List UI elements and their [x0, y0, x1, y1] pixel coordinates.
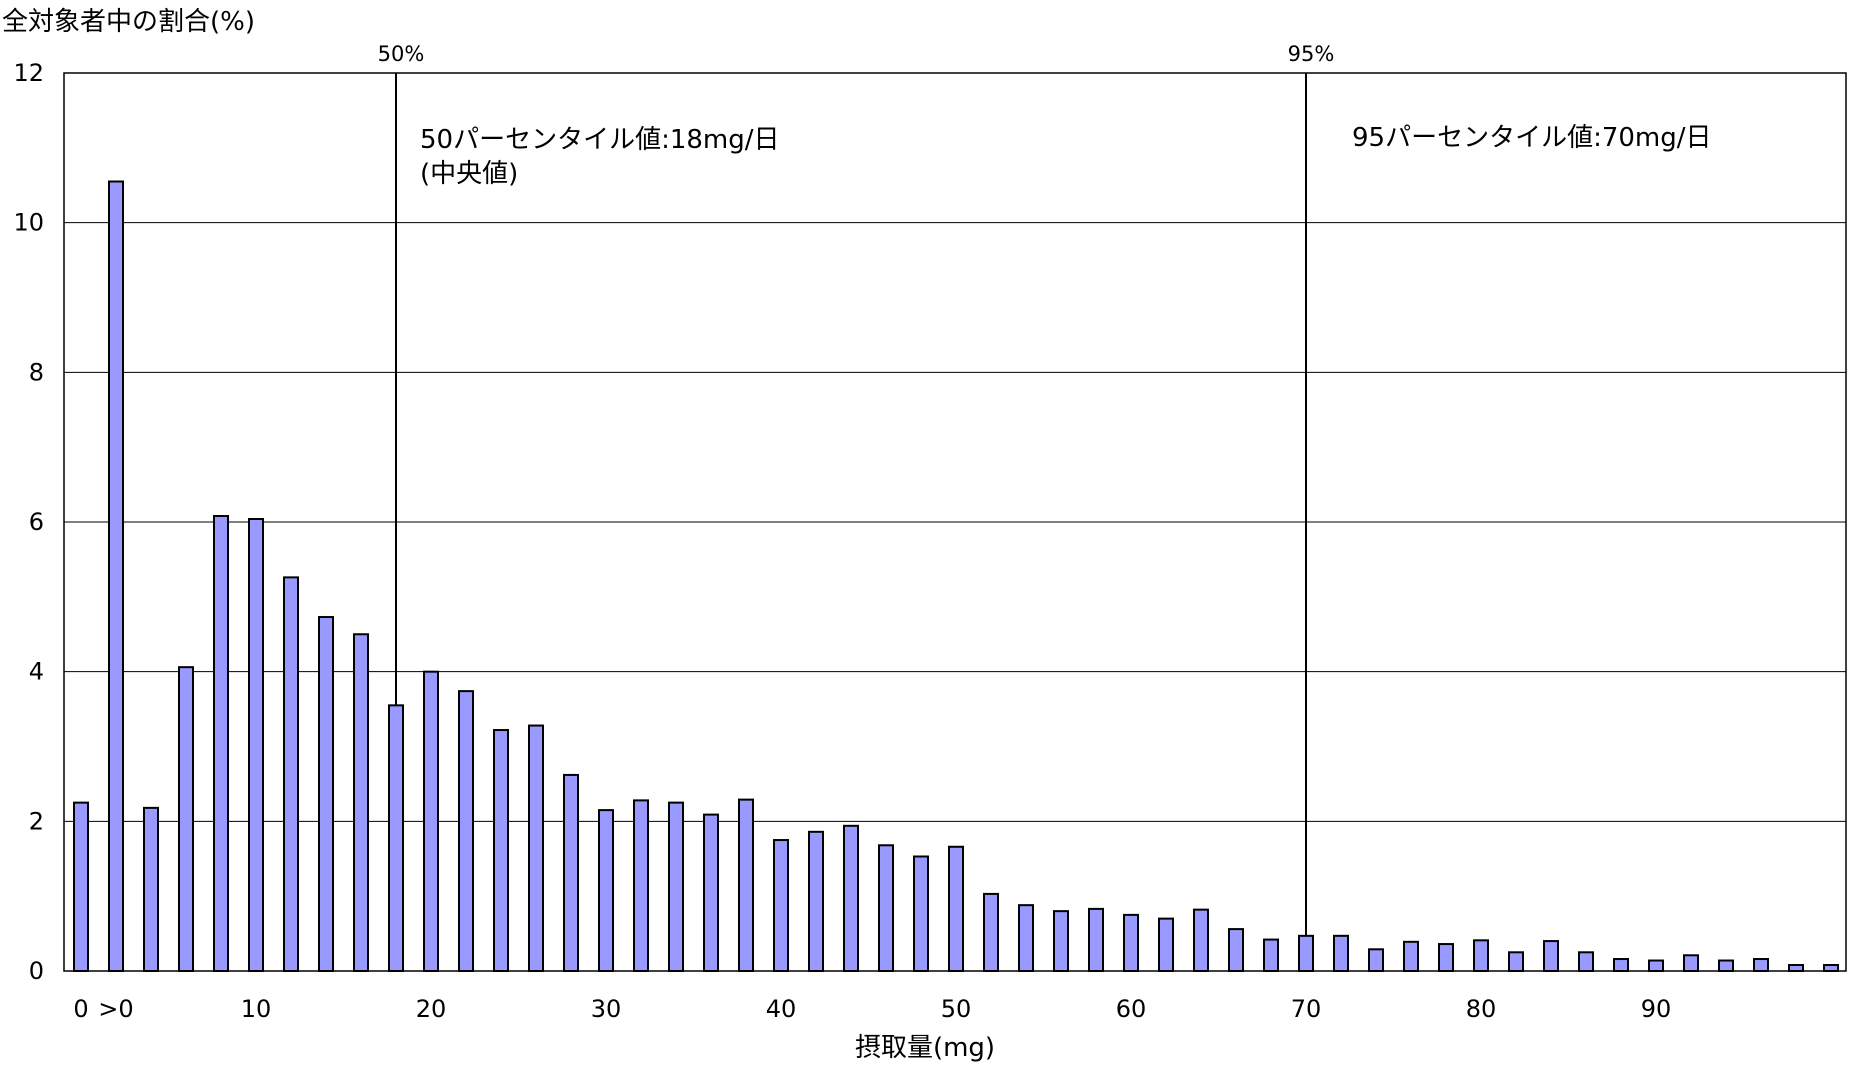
bar->0	[108, 180, 124, 972]
bar-28	[563, 773, 579, 972]
bar-54	[1018, 904, 1034, 972]
plot-frame	[63, 72, 1847, 972]
bar-78	[1438, 943, 1454, 972]
reference-annotation-1-line-1: 50パーセンタイル値:18mg/日	[420, 125, 780, 155]
x-tick-label-60: 60	[1116, 995, 1147, 1023]
x-tick-label-30: 30	[591, 995, 622, 1023]
reference-top-label-2: 95%	[1288, 42, 1335, 66]
y-tick-labels: 0 2 4 6 8 10 12	[13, 59, 44, 985]
y-tick-label-2: 2	[29, 807, 44, 835]
bar-50	[948, 845, 964, 973]
bar-100	[1823, 964, 1839, 972]
bar-0	[73, 801, 89, 972]
bar-32	[633, 799, 649, 972]
bar-88	[1613, 958, 1629, 973]
bar-18	[388, 704, 404, 972]
x-tick-label-10: 10	[241, 995, 272, 1023]
bar-96	[1753, 958, 1769, 973]
bar-92	[1683, 954, 1699, 972]
x-axis-title: 摂取量(mg)	[855, 1033, 995, 1063]
bar-82	[1508, 951, 1524, 973]
bar-74	[1368, 948, 1384, 973]
bar-24	[493, 729, 509, 973]
x-tick-label-90: 90	[1641, 995, 1672, 1023]
bar-52	[983, 892, 999, 973]
bar-40	[773, 839, 789, 973]
bar-80	[1473, 939, 1489, 973]
bar-26	[528, 724, 544, 973]
bar-66	[1228, 928, 1244, 972]
bar-70	[1298, 934, 1314, 972]
bar-68	[1263, 938, 1279, 973]
bar-58	[1088, 907, 1104, 972]
bar-56	[1053, 910, 1069, 973]
x-tick-label-20: 20	[416, 995, 447, 1023]
reference-annotation-2-line-1: 95パーセンタイル値:70mg/日	[1352, 123, 1712, 153]
x-tick-label-40: 40	[766, 995, 797, 1023]
bar-64	[1193, 908, 1209, 972]
bar-90	[1648, 959, 1664, 972]
bar-34	[668, 801, 684, 972]
bar-10	[248, 518, 264, 972]
bar-42	[808, 830, 824, 972]
bar-30	[598, 809, 614, 972]
bar-20	[423, 670, 439, 973]
bar-76	[1403, 940, 1419, 973]
x-tick-label-80: 80	[1466, 995, 1497, 1023]
bar-94	[1718, 959, 1734, 972]
x-tick-label-gt0: >0	[98, 995, 133, 1023]
bar-84	[1543, 940, 1559, 972]
x-tick-label-50: 50	[941, 995, 972, 1023]
bar-48	[913, 855, 929, 973]
bar-4	[143, 806, 159, 973]
bars	[73, 180, 1839, 973]
x-tick-labels: 0 >0 10 20 30 40 50 60 70 80 90	[73, 995, 1671, 1023]
bar-36	[703, 813, 719, 972]
bar-14	[318, 616, 334, 972]
y-tick-label-4: 4	[29, 658, 44, 686]
bar-22	[458, 690, 474, 973]
bar-98	[1788, 964, 1804, 972]
y-tick-label-0: 0	[29, 957, 44, 985]
bar-44	[843, 824, 859, 972]
bar-72	[1333, 934, 1349, 972]
y-tick-label-10: 10	[13, 209, 44, 237]
bar-46	[878, 844, 894, 973]
y-tick-label-12: 12	[13, 59, 44, 87]
reference-top-label-1: 50%	[378, 42, 425, 66]
bar-16	[353, 633, 369, 972]
y-tick-label-8: 8	[29, 358, 44, 386]
bar-62	[1158, 917, 1174, 972]
y-axis-title: 全対象者中の割合(%)	[2, 7, 255, 37]
y-tick-label-6: 6	[29, 508, 44, 536]
annotations: 50% 50パーセンタイル値:18mg/日 (中央値) 95% 95パーセンタイル値:7…	[378, 42, 1712, 189]
bar-8	[213, 515, 229, 972]
bar-38	[738, 798, 754, 972]
bar-86	[1578, 951, 1594, 973]
reference-annotation-1-line-2: (中央値)	[420, 159, 518, 189]
bar-60	[1123, 913, 1139, 972]
x-tick-label-70: 70	[1291, 995, 1322, 1023]
x-tick-label-0: 0	[73, 995, 88, 1023]
bar-12	[283, 576, 299, 972]
bar-6	[178, 666, 194, 973]
